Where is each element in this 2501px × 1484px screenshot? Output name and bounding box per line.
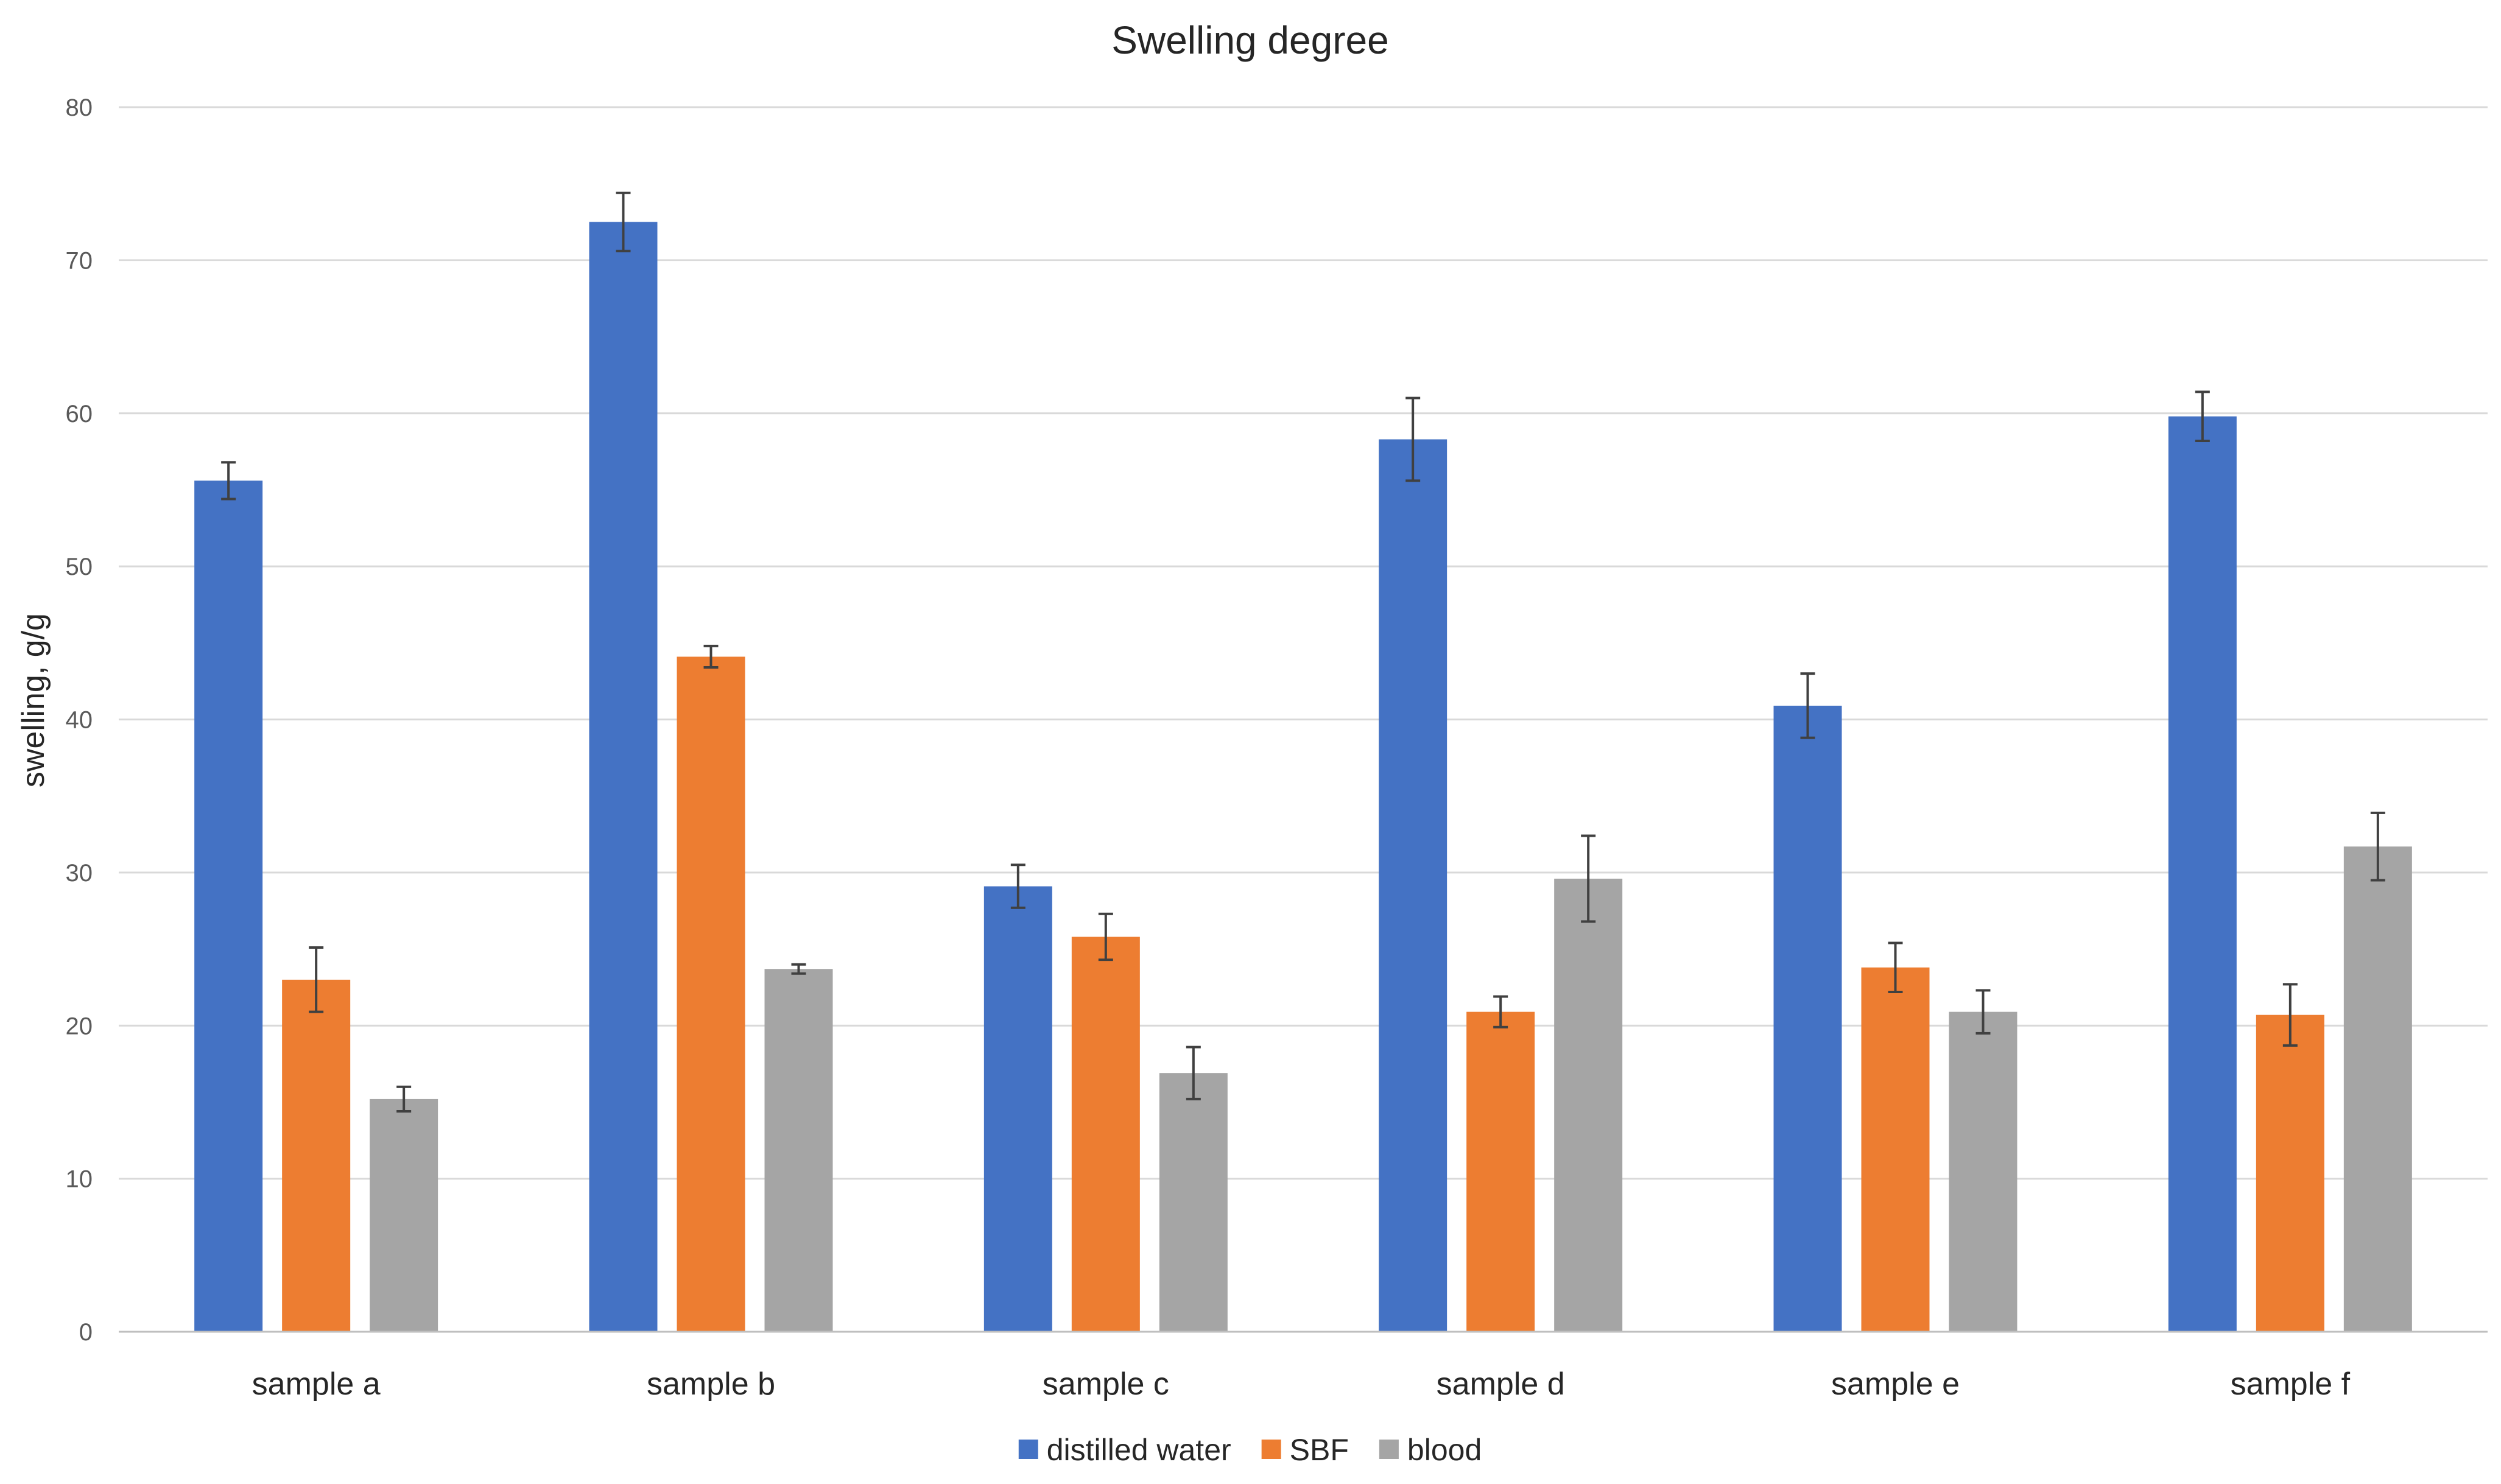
y-tick-label: 70 (66, 247, 93, 274)
bar (1466, 1011, 1535, 1332)
error-bar (2370, 811, 2385, 882)
error-bar (1098, 912, 1113, 962)
y-tick-label: 10 (66, 1166, 93, 1193)
error-bar (1975, 989, 1991, 1035)
x-tick-label: sample c (1043, 1366, 1169, 1402)
error-bar (1186, 1046, 1201, 1100)
error-bar (2195, 390, 2210, 442)
y-tick-label: 60 (66, 401, 93, 427)
bar (1861, 967, 1930, 1332)
error-bar (1888, 941, 1903, 993)
bar (764, 969, 833, 1332)
gridlines (119, 106, 2488, 1180)
bar (194, 480, 263, 1332)
bar (1554, 878, 1623, 1332)
error-bar (2282, 983, 2298, 1047)
legend-label: blood (1407, 1433, 1482, 1467)
legend-label: SBF (1290, 1433, 1349, 1467)
error-bar (396, 1085, 412, 1113)
error-bar (1010, 863, 1025, 909)
y-tick-labels: 0 10 20 30 40 50 60 70 80 (66, 94, 93, 1346)
x-tick-label: sample f (2231, 1366, 2351, 1402)
bar (1379, 439, 1447, 1332)
y-tick-label: 20 (66, 1013, 93, 1039)
error-bars (221, 191, 2385, 1113)
x-tick-label: sample e (1831, 1366, 1960, 1402)
legend: distilled water SBF blood (1018, 1433, 1482, 1467)
x-tick-label: sample b (647, 1366, 775, 1402)
bar (1071, 937, 1140, 1332)
legend-swatch (1261, 1440, 1281, 1459)
x-tick-labels: sample a sample b sample c sample d sample e… (252, 1366, 2351, 1402)
y-tick-label: 80 (66, 94, 93, 121)
error-bar (616, 191, 631, 253)
error-bar (221, 461, 236, 501)
bar (677, 656, 745, 1332)
error-bar (1493, 995, 1508, 1029)
bar (2256, 1015, 2324, 1332)
legend-label: distilled water (1047, 1433, 1231, 1467)
bars (194, 222, 2412, 1332)
y-tick-label: 50 (66, 554, 93, 580)
y-axis-label: swelling, g/g (16, 613, 51, 787)
bar (2168, 416, 2237, 1332)
error-bar (1800, 672, 1815, 739)
bar (589, 222, 658, 1332)
bar (2343, 846, 2412, 1332)
bar (1949, 1011, 2017, 1332)
bar (282, 979, 351, 1332)
y-tick-label: 30 (66, 860, 93, 887)
x-tick-label: sample a (252, 1366, 381, 1402)
bar (1773, 705, 1842, 1332)
legend-swatch (1018, 1440, 1038, 1459)
x-tick-label: sample d (1437, 1366, 1565, 1402)
error-bar (1405, 396, 1421, 482)
bar (983, 886, 1052, 1332)
error-bar (703, 644, 719, 669)
error-bar (791, 963, 806, 975)
error-bar (309, 946, 324, 1013)
chart-title: Swelling degree (1111, 18, 1388, 62)
error-bar (1581, 834, 1596, 923)
bar (370, 1099, 438, 1332)
y-tick-label: 0 (79, 1319, 93, 1346)
bar (1159, 1073, 1228, 1332)
y-tick-label: 40 (66, 707, 93, 734)
legend-swatch (1379, 1440, 1399, 1459)
